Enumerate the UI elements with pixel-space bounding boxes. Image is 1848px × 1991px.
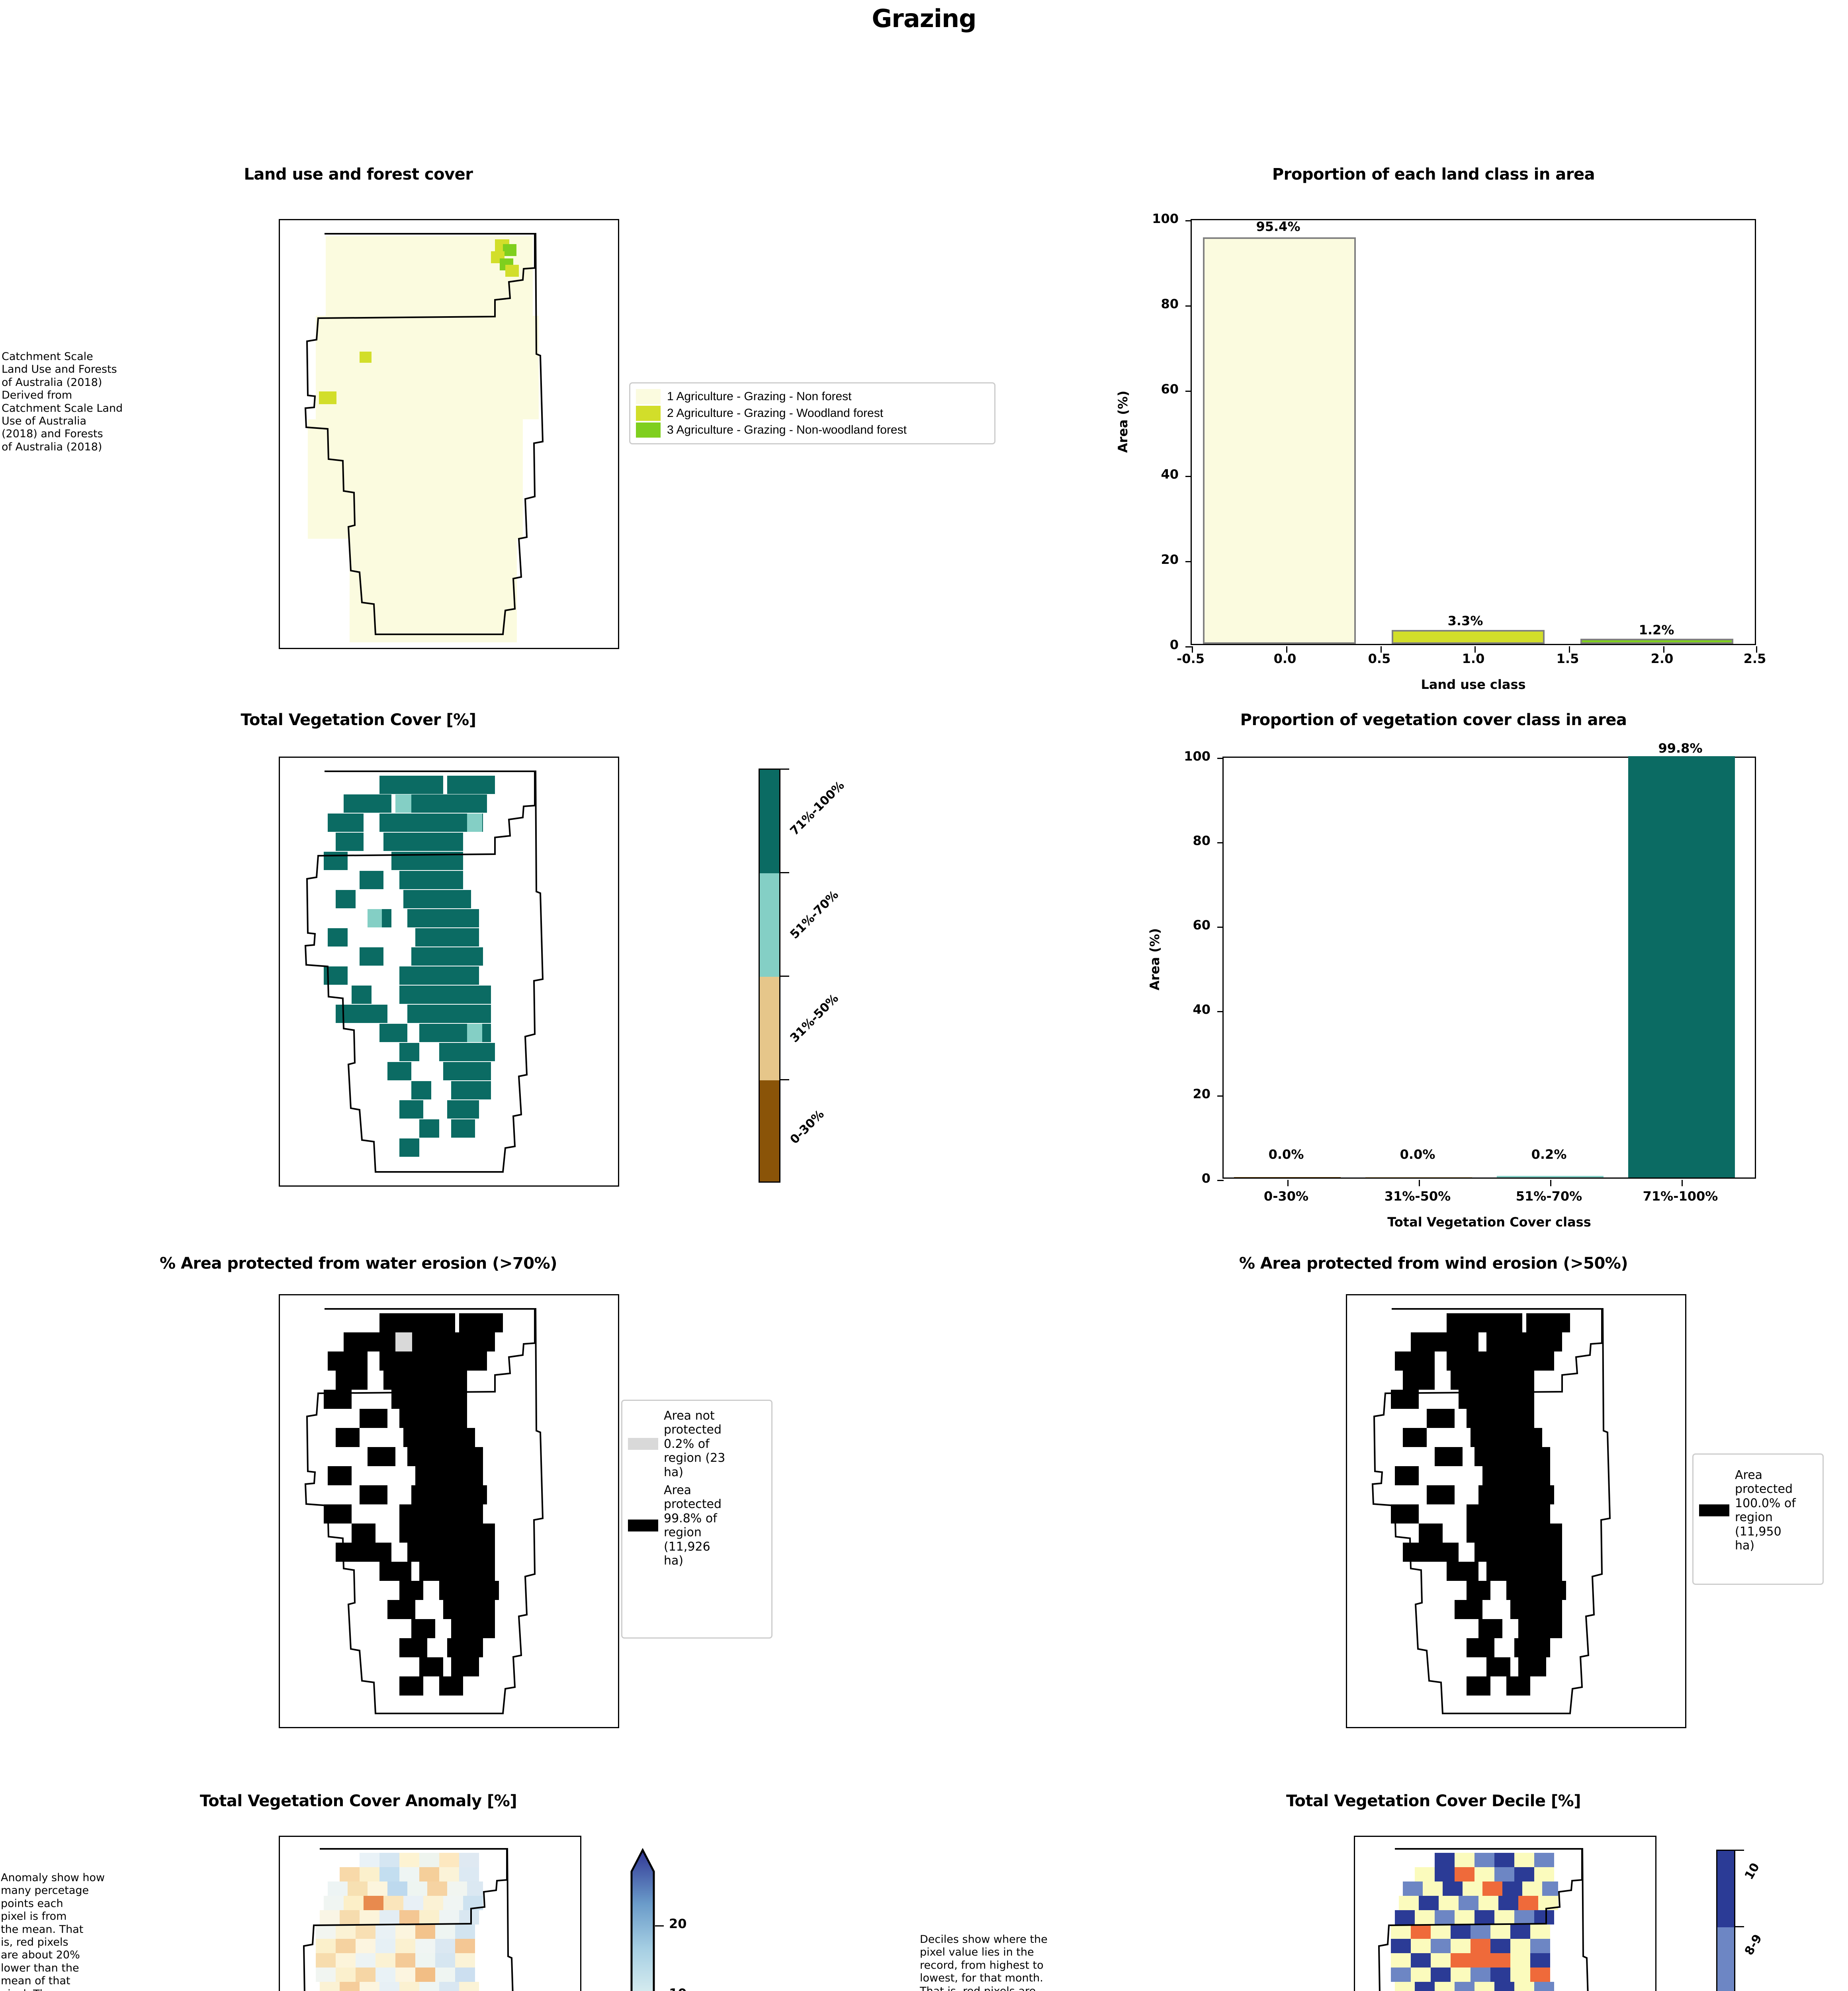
- veg-cover-map: [279, 757, 619, 1187]
- y-tick-label: 80: [1193, 833, 1210, 848]
- veg-cover-colorbar: [759, 769, 780, 1183]
- x-tick-label: 0-30%: [1263, 1189, 1309, 1204]
- legend-item: 2 Agriculture - Grazing - Woodland fores…: [636, 406, 989, 421]
- colorbar-label: 0-30%: [787, 1107, 827, 1147]
- legend-item: Area protected 100.0% of region (11,950 …: [1699, 1468, 1817, 1553]
- colorbar-tick-label: 20: [669, 1916, 687, 1931]
- x-axis-label: Total Vegetation Cover class: [1387, 1215, 1591, 1230]
- bar-veg-2: [1497, 1176, 1604, 1177]
- legend-item: Area protected 99.8% of region (11,926 h…: [628, 1483, 766, 1568]
- colorbar-label: 8-9: [1742, 1932, 1765, 1958]
- color-swatch: [636, 389, 661, 404]
- landuse-source-note: Catchment Scale Land Use and Forests of …: [2, 350, 123, 453]
- wind-erosion-map: [1346, 1294, 1686, 1728]
- bar-label-class-1: 3.3%: [1447, 613, 1483, 628]
- bar-label-veg-3: 99.8%: [1658, 741, 1703, 756]
- y-tick-label: 100: [1152, 211, 1179, 226]
- y-tick-label: 100: [1184, 749, 1210, 764]
- panel-title-veg-map: Total Vegetation Cover [%]: [241, 711, 476, 729]
- legend-item: 3 Agriculture - Grazing - Non-woodland f…: [636, 422, 989, 438]
- panel-title-decile-map: Total Vegetation Cover Decile [%]: [1286, 1792, 1581, 1810]
- legend-label: Area protected 99.8% of region (11,926 h…: [664, 1483, 722, 1568]
- panel-title-anomaly-map: Total Vegetation Cover Anomaly [%]: [199, 1792, 517, 1810]
- x-tick-label: 2.5: [1743, 651, 1766, 666]
- y-tick-label: 80: [1161, 296, 1179, 311]
- landuse-legend: 1 Agriculture - Grazing - Non forest 2 A…: [629, 382, 995, 444]
- x-tick-label: 1.5: [1556, 651, 1579, 666]
- panel-title-landuse-bar: Proportion of each land class in area: [1272, 165, 1595, 184]
- x-tick-label: 2.0: [1650, 651, 1674, 666]
- y-tick-label: 40: [1193, 1002, 1210, 1017]
- decile-map: [1354, 1836, 1656, 1991]
- decile-colorbar: [1716, 1850, 1735, 1991]
- y-tick-label: 40: [1161, 467, 1179, 482]
- y-tick-label: 60: [1193, 917, 1210, 933]
- y-tick-label: 20: [1161, 552, 1179, 567]
- y-tick-label: 20: [1193, 1086, 1210, 1101]
- bar-class-1: [1392, 630, 1545, 644]
- bar-class-0: [1203, 237, 1356, 644]
- y-axis-label: Area (%): [1115, 390, 1130, 453]
- x-axis-label: Land use class: [1421, 677, 1526, 692]
- bar-label-class-0: 95.4%: [1256, 219, 1300, 234]
- x-tick-label: 0.0: [1273, 651, 1297, 666]
- bar-label-veg-2: 0.2%: [1531, 1147, 1567, 1162]
- panel-title-water-erosion: % Area protected from water erosion (>70…: [160, 1254, 557, 1273]
- y-axis-label: Area (%): [1147, 928, 1162, 991]
- legend-label: 1 Agriculture - Grazing - Non forest: [667, 390, 852, 403]
- x-tick-label: 71%-100%: [1643, 1189, 1718, 1204]
- panel-title-wind-erosion: % Area protected from wind erosion (>50%…: [1239, 1254, 1628, 1273]
- anomaly-map: [279, 1836, 581, 1991]
- veg-bar-chart: [1217, 756, 1756, 1186]
- legend-label: 3 Agriculture - Grazing - Non-woodland f…: [667, 423, 907, 436]
- decile-note: Deciles show where the pixel value lies …: [920, 1933, 1048, 1991]
- colorbar-tick-label: 10: [669, 1986, 687, 1991]
- bar-class-2: [1580, 639, 1733, 644]
- y-tick-label: 0: [1201, 1171, 1210, 1186]
- bar-label-class-2: 1.2%: [1639, 622, 1674, 638]
- wind-erosion-legend: Area protected 100.0% of region (11,950 …: [1692, 1453, 1824, 1585]
- color-swatch: [628, 1438, 658, 1450]
- color-swatch: [628, 1520, 658, 1532]
- legend-item: Area not protected 0.2% of region (23 ha…: [628, 1409, 766, 1479]
- x-tick-label: 51%-70%: [1516, 1189, 1582, 1204]
- bar-label-veg-1: 0.0%: [1400, 1147, 1435, 1162]
- x-tick-label: -0.5: [1177, 651, 1205, 666]
- bar-label-veg-0: 0.0%: [1268, 1147, 1304, 1162]
- anomaly-colorbar: [629, 1848, 657, 1991]
- landuse-bar-chart: [1185, 219, 1757, 653]
- page-title: Grazing: [872, 4, 976, 33]
- water-erosion-map: [279, 1294, 619, 1728]
- colorbar-label: 51%-70%: [787, 888, 841, 942]
- legend-label: Area protected 100.0% of region (11,950 …: [1735, 1468, 1796, 1553]
- x-tick-label: 31%-50%: [1384, 1189, 1451, 1204]
- color-swatch: [636, 422, 661, 438]
- colorbar-label: 31%-50%: [787, 991, 841, 1045]
- x-tick-label: 0.5: [1368, 651, 1391, 666]
- colorbar-label: 10: [1742, 1860, 1763, 1882]
- panel-title-veg-bar: Proportion of vegetation cover class in …: [1240, 711, 1627, 729]
- legend-label: 2 Agriculture - Grazing - Woodland fores…: [667, 407, 884, 420]
- water-erosion-legend: Area not protected 0.2% of region (23 ha…: [621, 1400, 772, 1639]
- color-swatch: [1699, 1504, 1729, 1517]
- legend-item: 1 Agriculture - Grazing - Non forest: [636, 389, 989, 404]
- landuse-map: [279, 219, 619, 649]
- panel-title-landuse-map: Land use and forest cover: [244, 165, 473, 184]
- y-tick-label: 60: [1161, 381, 1179, 397]
- anomaly-note: Anomaly show how many percetage points e…: [1, 1872, 105, 1991]
- bar-veg-3: [1628, 756, 1735, 1177]
- colorbar-label: 71%-100%: [787, 778, 847, 838]
- y-tick-label: 0: [1169, 637, 1179, 652]
- color-swatch: [636, 406, 661, 421]
- legend-label: Area not protected 0.2% of region (23 ha…: [664, 1409, 726, 1479]
- x-tick-label: 1.0: [1462, 651, 1485, 666]
